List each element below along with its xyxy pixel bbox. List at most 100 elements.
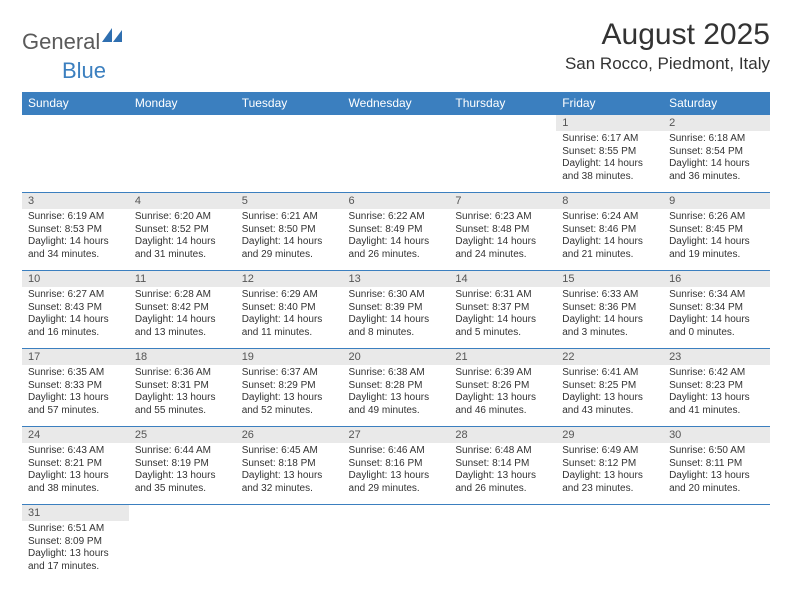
calendar-day-cell: 21Sunrise: 6:39 AMSunset: 8:26 PMDayligh… — [449, 349, 556, 427]
day-number: 10 — [22, 271, 129, 287]
sunset-text: Sunset: 8:50 PM — [242, 224, 337, 237]
calendar-day-cell: 25Sunrise: 6:44 AMSunset: 8:19 PMDayligh… — [129, 427, 236, 505]
weekday-header: Thursday — [449, 92, 556, 115]
day-details: Sunrise: 6:35 AMSunset: 8:33 PMDaylight:… — [22, 365, 129, 421]
daylight-text: Daylight: 13 hours — [455, 470, 550, 483]
day-number: 11 — [129, 271, 236, 287]
sunset-text: Sunset: 8:53 PM — [28, 224, 123, 237]
sunset-text: Sunset: 8:34 PM — [669, 302, 764, 315]
daylight-text: Daylight: 14 hours — [242, 314, 337, 327]
calendar-day-cell — [343, 115, 450, 193]
calendar-day-cell — [449, 505, 556, 583]
sunrise-text: Sunrise: 6:27 AM — [28, 289, 123, 302]
daylight-text: Daylight: 14 hours — [669, 158, 764, 171]
daylight-text-2: and 43 minutes. — [562, 405, 657, 418]
daylight-text-2: and 3 minutes. — [562, 327, 657, 340]
calendar-day-cell: 14Sunrise: 6:31 AMSunset: 8:37 PMDayligh… — [449, 271, 556, 349]
daylight-text: Daylight: 14 hours — [135, 314, 230, 327]
day-number: 3 — [22, 193, 129, 209]
sunrise-text: Sunrise: 6:29 AM — [242, 289, 337, 302]
daylight-text: Daylight: 14 hours — [562, 158, 657, 171]
day-details: Sunrise: 6:44 AMSunset: 8:19 PMDaylight:… — [129, 443, 236, 499]
brand-word1: General — [22, 29, 100, 55]
sunset-text: Sunset: 8:39 PM — [349, 302, 444, 315]
day-number: 27 — [343, 427, 450, 443]
calendar-day-cell: 17Sunrise: 6:35 AMSunset: 8:33 PMDayligh… — [22, 349, 129, 427]
sunrise-text: Sunrise: 6:42 AM — [669, 367, 764, 380]
calendar-day-cell: 5Sunrise: 6:21 AMSunset: 8:50 PMDaylight… — [236, 193, 343, 271]
daylight-text-2: and 20 minutes. — [669, 483, 764, 496]
sunrise-text: Sunrise: 6:26 AM — [669, 211, 764, 224]
daylight-text-2: and 46 minutes. — [455, 405, 550, 418]
day-details: Sunrise: 6:34 AMSunset: 8:34 PMDaylight:… — [663, 287, 770, 343]
calendar-day-cell: 23Sunrise: 6:42 AMSunset: 8:23 PMDayligh… — [663, 349, 770, 427]
day-number: 9 — [663, 193, 770, 209]
calendar-table: SundayMondayTuesdayWednesdayThursdayFrid… — [22, 92, 770, 583]
sunset-text: Sunset: 8:25 PM — [562, 380, 657, 393]
daylight-text: Daylight: 14 hours — [349, 314, 444, 327]
calendar-week-row: 1Sunrise: 6:17 AMSunset: 8:55 PMDaylight… — [22, 115, 770, 193]
day-details: Sunrise: 6:45 AMSunset: 8:18 PMDaylight:… — [236, 443, 343, 499]
daylight-text-2: and 38 minutes. — [562, 171, 657, 184]
sunrise-text: Sunrise: 6:51 AM — [28, 523, 123, 536]
calendar-day-cell — [556, 505, 663, 583]
day-number: 23 — [663, 349, 770, 365]
sunrise-text: Sunrise: 6:43 AM — [28, 445, 123, 458]
day-number: 6 — [343, 193, 450, 209]
day-number: 19 — [236, 349, 343, 365]
day-number: 18 — [129, 349, 236, 365]
day-details: Sunrise: 6:39 AMSunset: 8:26 PMDaylight:… — [449, 365, 556, 421]
day-number: 31 — [22, 505, 129, 521]
weekday-header: Friday — [556, 92, 663, 115]
calendar-week-row: 17Sunrise: 6:35 AMSunset: 8:33 PMDayligh… — [22, 349, 770, 427]
title-block: August 2025 San Rocco, Piedmont, Italy — [565, 18, 770, 74]
brand-logo: General — [22, 18, 124, 60]
sunrise-text: Sunrise: 6:33 AM — [562, 289, 657, 302]
sunset-text: Sunset: 8:49 PM — [349, 224, 444, 237]
sunrise-text: Sunrise: 6:18 AM — [669, 133, 764, 146]
sunset-text: Sunset: 8:14 PM — [455, 458, 550, 471]
sunset-text: Sunset: 8:26 PM — [455, 380, 550, 393]
sunset-text: Sunset: 8:21 PM — [28, 458, 123, 471]
daylight-text-2: and 41 minutes. — [669, 405, 764, 418]
day-details: Sunrise: 6:29 AMSunset: 8:40 PMDaylight:… — [236, 287, 343, 343]
day-number: 28 — [449, 427, 556, 443]
sunrise-text: Sunrise: 6:41 AM — [562, 367, 657, 380]
daylight-text-2: and 52 minutes. — [242, 405, 337, 418]
sunset-text: Sunset: 8:28 PM — [349, 380, 444, 393]
daylight-text-2: and 38 minutes. — [28, 483, 123, 496]
calendar-day-cell: 13Sunrise: 6:30 AMSunset: 8:39 PMDayligh… — [343, 271, 450, 349]
day-details: Sunrise: 6:49 AMSunset: 8:12 PMDaylight:… — [556, 443, 663, 499]
daylight-text: Daylight: 14 hours — [669, 236, 764, 249]
day-details: Sunrise: 6:42 AMSunset: 8:23 PMDaylight:… — [663, 365, 770, 421]
day-details: Sunrise: 6:33 AMSunset: 8:36 PMDaylight:… — [556, 287, 663, 343]
sunrise-text: Sunrise: 6:46 AM — [349, 445, 444, 458]
calendar-day-cell: 18Sunrise: 6:36 AMSunset: 8:31 PMDayligh… — [129, 349, 236, 427]
day-details: Sunrise: 6:20 AMSunset: 8:52 PMDaylight:… — [129, 209, 236, 265]
sunrise-text: Sunrise: 6:35 AM — [28, 367, 123, 380]
day-number: 8 — [556, 193, 663, 209]
sunrise-text: Sunrise: 6:49 AM — [562, 445, 657, 458]
daylight-text-2: and 24 minutes. — [455, 249, 550, 262]
daylight-text-2: and 29 minutes. — [349, 483, 444, 496]
sunrise-text: Sunrise: 6:24 AM — [562, 211, 657, 224]
daylight-text: Daylight: 14 hours — [562, 314, 657, 327]
day-details: Sunrise: 6:46 AMSunset: 8:16 PMDaylight:… — [343, 443, 450, 499]
day-details: Sunrise: 6:24 AMSunset: 8:46 PMDaylight:… — [556, 209, 663, 265]
daylight-text: Daylight: 14 hours — [349, 236, 444, 249]
day-number: 2 — [663, 115, 770, 131]
daylight-text: Daylight: 13 hours — [242, 392, 337, 405]
day-number: 26 — [236, 427, 343, 443]
calendar-day-cell: 31Sunrise: 6:51 AMSunset: 8:09 PMDayligh… — [22, 505, 129, 583]
calendar-day-cell — [236, 505, 343, 583]
calendar-day-cell: 2Sunrise: 6:18 AMSunset: 8:54 PMDaylight… — [663, 115, 770, 193]
day-details: Sunrise: 6:51 AMSunset: 8:09 PMDaylight:… — [22, 521, 129, 577]
daylight-text-2: and 26 minutes. — [455, 483, 550, 496]
calendar-day-cell — [449, 115, 556, 193]
calendar-day-cell: 7Sunrise: 6:23 AMSunset: 8:48 PMDaylight… — [449, 193, 556, 271]
daylight-text: Daylight: 13 hours — [242, 470, 337, 483]
calendar-day-cell: 19Sunrise: 6:37 AMSunset: 8:29 PMDayligh… — [236, 349, 343, 427]
day-number: 17 — [22, 349, 129, 365]
sunrise-text: Sunrise: 6:19 AM — [28, 211, 123, 224]
sunrise-text: Sunrise: 6:17 AM — [562, 133, 657, 146]
